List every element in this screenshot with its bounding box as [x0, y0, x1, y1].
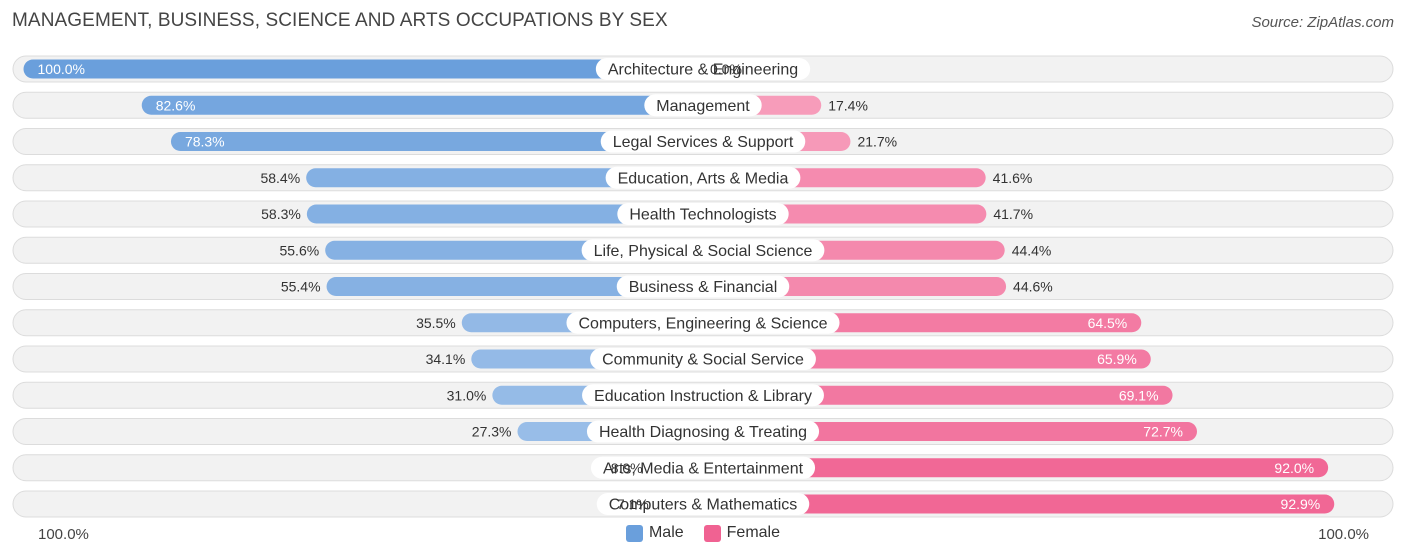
category-label: Arts, Media & Entertainment — [603, 460, 804, 477]
value-label-male: 58.3% — [261, 206, 301, 222]
category-pill — [617, 203, 789, 225]
category-label: Management — [656, 98, 750, 115]
category-pill — [582, 384, 824, 407]
legend-swatch-male — [625, 524, 643, 542]
value-label-male: 7.1% — [617, 496, 649, 512]
chart-row: Architecture & Engineering 100.0% 0.0% — [12, 55, 1394, 83]
chart-row: Education, Arts & Media 58.4% 41.6% — [12, 164, 1394, 192]
bar-male — [141, 95, 703, 115]
chart-row: Life, Physical & Social Science 55.6% 44.4… — [12, 236, 1394, 264]
value-label-male: 34.1% — [426, 351, 466, 367]
value-label-male: 27.3% — [472, 424, 512, 440]
legend: Male Female — [0, 524, 1406, 542]
category-pill — [595, 58, 811, 80]
category-label: Health Technologists — [629, 207, 776, 224]
value-label-female: 64.5% — [1088, 315, 1128, 331]
category-label: Community & Social Service — [602, 352, 804, 369]
bar-female — [703, 349, 1151, 369]
value-label-female: 0.0% — [710, 61, 742, 77]
value-label-male: 8.0% — [611, 460, 643, 476]
category-label: Education Instruction & Library — [594, 388, 812, 405]
bar-female — [703, 494, 1335, 514]
chart-row: Education Instruction & Library 31.0% 69.1… — [12, 381, 1394, 409]
chart-row: Health Diagnosing & Treating 27.3% 72.7% — [12, 418, 1394, 445]
value-label-male: 31.0% — [447, 387, 487, 403]
category-pill — [581, 239, 825, 262]
category-label: Life, Physical & Social Science — [594, 243, 813, 260]
axis-left-label: 100.0% — [38, 526, 89, 543]
bar-male — [23, 59, 703, 79]
legend-label-male: Male — [648, 524, 684, 541]
value-label-female: 21.7% — [857, 134, 897, 150]
axis-right-label: 100.0% — [1318, 526, 1369, 543]
value-label-male: 100.0% — [38, 61, 85, 77]
value-label-male: 78.3% — [185, 134, 225, 150]
category-pill — [590, 348, 816, 370]
category-label: Health Diagnosing & Treating — [599, 424, 807, 441]
value-label-female: 69.1% — [1119, 387, 1159, 403]
value-label-female: 41.6% — [993, 170, 1033, 186]
chart-row: Health Technologists 58.3% 41.7% — [12, 200, 1394, 228]
category-pill — [600, 130, 806, 153]
bar-male — [326, 277, 703, 296]
value-label-male: 55.4% — [281, 279, 321, 295]
bar-male — [306, 204, 703, 224]
category-label: Education, Arts & Media — [618, 170, 789, 187]
bar-male — [170, 132, 703, 151]
value-label-female: 44.6% — [1013, 279, 1053, 295]
chart-row: Management 82.6% 17.4% — [12, 91, 1394, 119]
bar-female — [703, 422, 1197, 441]
category-label: Computers, Engineering & Science — [578, 315, 827, 332]
bar-male — [306, 168, 703, 188]
category-pill — [590, 456, 816, 479]
category-pill — [586, 420, 820, 443]
value-label-female: 92.9% — [1281, 496, 1321, 512]
value-label-female: 41.7% — [993, 206, 1033, 222]
value-label-male: 58.4% — [260, 170, 300, 186]
category-label: Architecture & Engineering — [608, 62, 798, 79]
source-label: Source: ZipAtlas.com — [1251, 14, 1394, 31]
category-label: Legal Services & Support — [613, 134, 794, 151]
category-pill — [605, 166, 801, 189]
value-label-male: 82.6% — [156, 97, 196, 113]
value-label-male: 35.5% — [416, 315, 456, 331]
value-label-female: 17.4% — [828, 97, 868, 113]
category-pill — [644, 94, 762, 117]
legend-swatch-female — [703, 524, 721, 542]
value-label-female: 65.9% — [1097, 351, 1137, 367]
value-label-female: 44.4% — [1012, 242, 1052, 258]
category-pill — [616, 275, 790, 298]
value-label-male: 55.6% — [279, 242, 319, 258]
legend-label-female: Female — [726, 524, 781, 541]
chart-row: Computers, Engineering & Science 35.5% 64.… — [12, 309, 1394, 337]
bar-female — [703, 458, 1329, 478]
category-pill — [566, 311, 840, 334]
chart-row: Legal Services & Support 78.3% 21.7% — [12, 128, 1394, 155]
value-label-female: 72.7% — [1143, 424, 1183, 440]
chart-row: Community & Social Service 34.1% 65.9% — [12, 345, 1394, 373]
category-label: Business & Financial — [629, 279, 778, 296]
legend-item-female: Female — [703, 524, 781, 542]
value-label-female: 92.0% — [1274, 460, 1314, 476]
category-label: Computers & Mathematics — [609, 497, 798, 514]
legend-item-male: Male — [625, 524, 684, 542]
chart-row: Business & Financial 55.4% 44.6% — [12, 273, 1394, 300]
category-pill — [596, 493, 810, 515]
chart-title: MANAGEMENT, BUSINESS, SCIENCE AND ARTS O… — [12, 10, 668, 31]
